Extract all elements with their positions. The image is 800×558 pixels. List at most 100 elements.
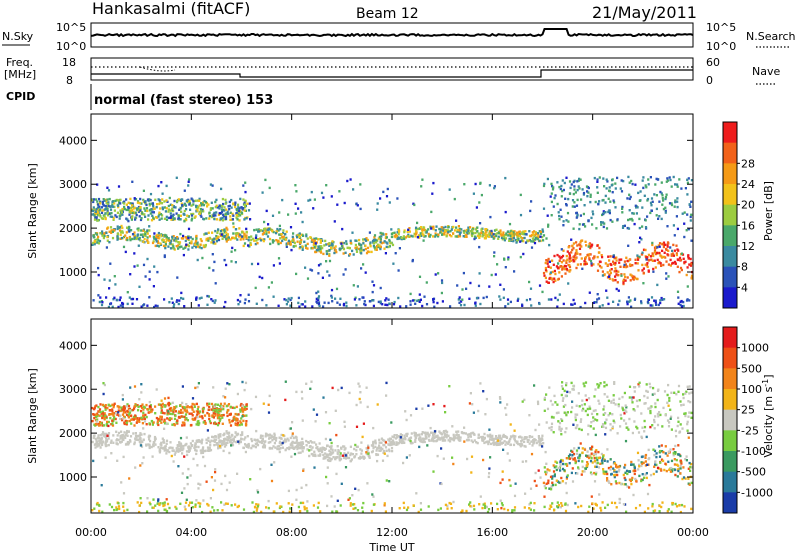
data-cell (108, 437, 110, 439)
data-cell (331, 240, 333, 242)
data-cell (597, 192, 599, 194)
data-cell (196, 403, 198, 405)
data-cell (104, 235, 106, 237)
data-cell (656, 178, 658, 180)
data-cell (606, 179, 608, 181)
data-cell (378, 444, 380, 446)
data-cell (99, 296, 101, 298)
data-cell (662, 199, 664, 201)
data-cell (258, 230, 260, 232)
data-cell (195, 298, 197, 300)
data-cell (366, 387, 368, 389)
data-cell (449, 305, 451, 307)
data-cell (140, 206, 142, 208)
data-cell (424, 432, 426, 434)
data-cell (597, 203, 599, 205)
data-cell (640, 480, 642, 482)
data-cell (175, 240, 177, 242)
data-cell (98, 437, 100, 439)
data-cell (379, 442, 381, 444)
data-cell (581, 257, 583, 259)
data-cell (604, 460, 606, 462)
data-cell (474, 302, 476, 304)
data-cell (134, 441, 136, 443)
data-cell (174, 424, 176, 426)
colorbar-segment (723, 267, 737, 288)
data-cell (302, 235, 304, 237)
data-cell (138, 286, 140, 288)
data-cell (253, 240, 255, 242)
data-cell (443, 436, 445, 438)
data-cell (187, 248, 189, 250)
data-cell (463, 432, 465, 434)
data-cell (97, 219, 99, 221)
data-cell (642, 187, 644, 189)
data-cell (180, 445, 182, 447)
data-cell (388, 303, 390, 305)
data-cell (307, 277, 309, 279)
data-cell (195, 215, 197, 217)
data-cell (188, 228, 190, 230)
data-cell (666, 194, 668, 196)
data-cell (606, 477, 608, 479)
data-cell (220, 415, 222, 417)
data-cell (223, 433, 225, 435)
data-cell (629, 209, 631, 211)
data-cell (225, 238, 227, 240)
data-cell (297, 444, 299, 446)
data-cell (689, 203, 691, 205)
data-cell (161, 409, 163, 411)
data-cell (148, 435, 150, 437)
data-cell (222, 198, 224, 200)
data-cell (116, 238, 118, 240)
data-cell (638, 218, 640, 220)
data-cell (193, 411, 195, 413)
data-cell (660, 265, 662, 267)
data-cell (599, 463, 601, 465)
data-cell (691, 482, 693, 484)
data-cell (569, 180, 571, 182)
data-cell (244, 302, 246, 304)
data-cell (317, 248, 319, 250)
data-cell (210, 183, 212, 185)
data-cell (176, 447, 178, 449)
data-cell (237, 206, 239, 208)
data-cell (493, 251, 495, 253)
data-cell (195, 237, 197, 239)
data-cell (564, 272, 566, 274)
data-cell (235, 261, 237, 263)
data-cell (199, 297, 201, 299)
data-cell (162, 441, 164, 443)
data-cell (621, 211, 623, 213)
data-cell (93, 437, 95, 439)
data-cell (216, 240, 218, 242)
data-cell (276, 448, 278, 450)
data-cell (268, 404, 270, 406)
data-cell (105, 232, 107, 234)
data-cell (170, 409, 172, 411)
data-cell (151, 446, 153, 448)
data-cell (99, 442, 101, 444)
data-cell (322, 196, 324, 198)
data-cell (330, 451, 332, 453)
data-cell (241, 415, 243, 417)
data-cell (599, 305, 601, 307)
data-cell (609, 468, 611, 470)
data-cell (232, 222, 234, 224)
data-cell (106, 435, 108, 437)
data-cell (402, 438, 404, 440)
data-cell (646, 215, 648, 217)
data-cell (386, 195, 388, 197)
data-cell (221, 205, 223, 207)
data-cell (259, 468, 261, 470)
data-cell (594, 388, 596, 390)
data-cell (541, 445, 543, 447)
colorbar-tick-label: 8 (741, 261, 748, 274)
data-cell (226, 411, 228, 413)
data-cell (227, 233, 229, 235)
data-cell (311, 453, 313, 455)
data-cell (615, 187, 617, 189)
data-cell (650, 176, 652, 178)
data-cell (662, 197, 664, 199)
data-cell (328, 255, 330, 257)
